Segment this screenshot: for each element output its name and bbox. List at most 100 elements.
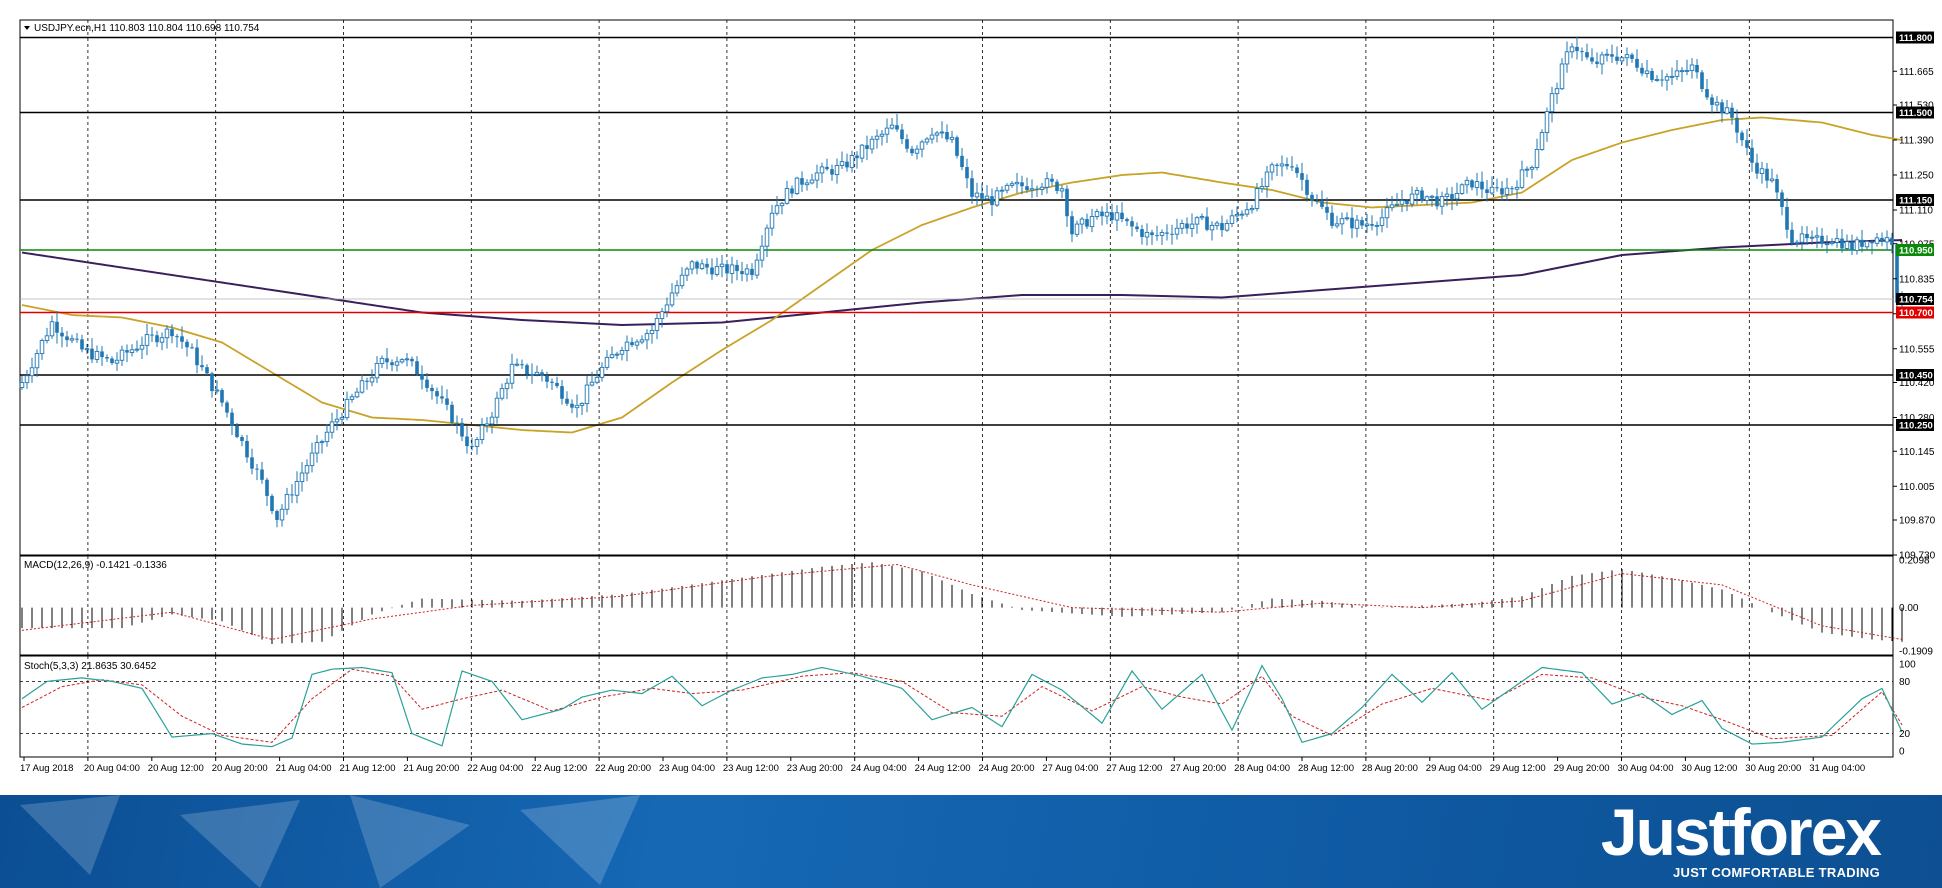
candle-bear [1500, 188, 1504, 195]
candle-bear [970, 178, 974, 197]
stoch-signal-line [21, 668, 1903, 743]
candle-bear [1170, 233, 1174, 235]
candle-bull [929, 134, 935, 140]
candle-bear [1450, 194, 1454, 199]
level-tag-label: 110.700 [1899, 308, 1933, 319]
candle-bull [674, 285, 680, 294]
candle-bear [1470, 180, 1474, 188]
candle-bear [1775, 179, 1779, 193]
candle-bear [1020, 182, 1024, 187]
time-tick-label: 24 Aug 12:00 [915, 763, 971, 774]
candle-bull [369, 377, 375, 383]
candle-bear [75, 338, 79, 340]
time-tick-label: 23 Aug 12:00 [723, 763, 779, 774]
candle-bear [1700, 72, 1704, 90]
candle-bull [1424, 196, 1430, 201]
candle-bear [695, 261, 699, 269]
time-tick-label: 28 Aug 20:00 [1362, 763, 1418, 774]
candle-bull [129, 349, 135, 354]
candle-bull [299, 472, 305, 482]
price-tick-label: 110.835 [1899, 274, 1935, 285]
candle-bull [1464, 179, 1470, 186]
candle-bull [889, 124, 895, 129]
macd-tick-label: 0.2098 [1899, 556, 1930, 567]
candle-bear [200, 365, 204, 368]
candle-bull [1244, 209, 1250, 215]
price-tick-label: 110.420 [1899, 378, 1935, 389]
candle-bull [1354, 219, 1360, 229]
candle-bull [24, 375, 30, 384]
candle-bull [1724, 107, 1730, 114]
candle-bull [119, 349, 125, 361]
candle-bear [1205, 216, 1209, 230]
candle-bull [1199, 216, 1205, 219]
candle-bear [735, 264, 739, 272]
candle-bull [394, 361, 400, 366]
macd-signal-line [21, 563, 1903, 640]
candle-bear [1405, 200, 1409, 205]
candle-bear [90, 348, 94, 360]
time-tick-label: 24 Aug 04:00 [851, 763, 907, 774]
candle-bull [314, 442, 320, 454]
candle-bull [1809, 236, 1815, 239]
candle-bear [110, 358, 114, 364]
candle-bull [764, 227, 770, 247]
candle-bear [555, 382, 559, 387]
candle-bull [699, 263, 705, 269]
candle-bull [1384, 207, 1390, 219]
candle-bull [1344, 217, 1350, 220]
candle-bull [1009, 183, 1015, 186]
symbol-info-label: USDJPY.ecn,H1 110.803 110.804 110.698 11… [34, 23, 260, 34]
stoch-vertical-grid [87, 656, 1750, 757]
candle-bear [210, 373, 214, 392]
macd-signal-path [21, 563, 1903, 640]
candle-bull [504, 382, 510, 390]
candle-bull [834, 165, 840, 176]
time-tick-label: 22 Aug 20:00 [595, 763, 651, 774]
current-price-label: 110.754 [1899, 295, 1934, 306]
candle-bull [1179, 223, 1185, 229]
candle-bull [819, 166, 825, 174]
candle-bull [1039, 186, 1045, 190]
candle-bull [344, 398, 350, 419]
candle-bear [1890, 237, 1894, 245]
candle-bull [654, 318, 660, 331]
price-tick-label: 110.280 [1899, 413, 1935, 424]
candle-bull [1114, 212, 1120, 221]
time-tick-label: 30 Aug 20:00 [1745, 763, 1801, 774]
candle-bull [1444, 193, 1450, 197]
level-tag-label: 110.250 [1899, 421, 1933, 432]
candle-bull [919, 141, 925, 150]
candle-bear [1100, 211, 1104, 217]
candle-bull [1474, 181, 1480, 188]
candle-bull [1259, 186, 1265, 190]
candle-bull [1844, 241, 1850, 249]
candle-bull [729, 264, 735, 274]
candle-bear [1695, 64, 1699, 73]
candle-bull [339, 417, 345, 420]
price-chart[interactable]: 111.665 111.530 111.390 111.250 111.110 110.9… [0, 0, 1942, 795]
time-tick-label: 20 Aug 20:00 [212, 763, 268, 774]
candle-bull [869, 138, 875, 150]
price-tick-label: 111.530 [1899, 101, 1934, 112]
candle-bull [1714, 101, 1720, 106]
candle-bull [534, 371, 540, 375]
candle-bear [235, 425, 239, 438]
candle-bear [1820, 235, 1824, 244]
time-tick-label: 27 Aug 12:00 [1106, 763, 1162, 774]
candle-bear [100, 351, 104, 358]
candle-bull [794, 177, 800, 194]
level-tag-label: 110.950 [1899, 246, 1933, 257]
stoch-main-path [21, 664, 1903, 748]
collapse-triangle-icon[interactable] [24, 26, 30, 30]
candle-bull [1664, 76, 1670, 81]
candle-bull [649, 330, 655, 335]
candle-bull [479, 425, 485, 441]
candle-bull [1144, 231, 1150, 238]
candle-bear [725, 264, 729, 274]
candle-bull [529, 373, 535, 376]
candle-bull [1194, 217, 1200, 225]
candle-bear [1435, 196, 1439, 207]
candle-bull [1429, 195, 1435, 198]
candle-bull [1604, 53, 1610, 56]
